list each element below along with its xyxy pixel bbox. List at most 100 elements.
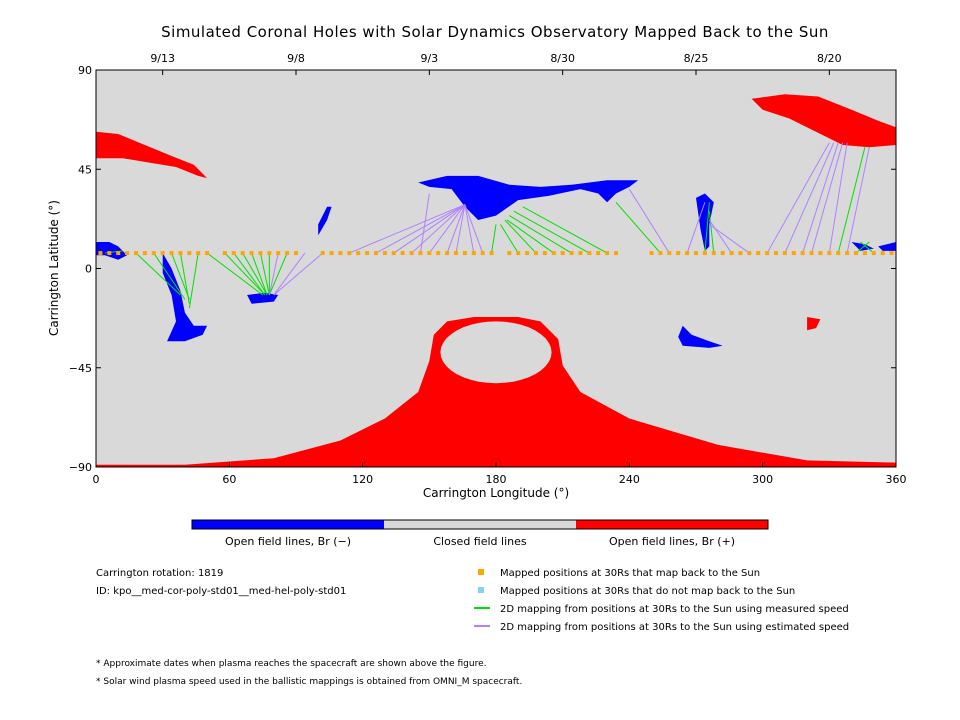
mapped-position — [142, 251, 147, 256]
mapped-position — [747, 251, 752, 256]
mapped-position — [196, 251, 201, 256]
mapped-position — [605, 251, 610, 256]
mapped-position — [729, 251, 734, 256]
carrington-rotation: Carrington rotation: 1819 — [96, 568, 223, 579]
mapping-line-measured — [242, 252, 268, 296]
mapping-line-measured — [171, 252, 190, 300]
top-date-label: 9/3 — [420, 52, 438, 65]
colorbar-positive — [576, 520, 768, 529]
mapped-position — [427, 251, 432, 256]
mapped-position — [854, 251, 858, 256]
mapped-position — [587, 251, 592, 256]
mapped-position — [462, 251, 467, 256]
model-id: ID: kpo__med-cor-poly-std01__med-hel-pol… — [96, 586, 346, 597]
colorbar-negative — [192, 520, 384, 529]
mapping-line-measured — [522, 206, 608, 254]
mapped-position — [738, 251, 743, 256]
mapping-line-measured — [251, 252, 268, 296]
y-tick-label: 90 — [78, 64, 92, 77]
mapped-position — [249, 251, 254, 256]
y-tick-label: 0 — [85, 263, 92, 276]
negative-east-edge-hole — [878, 242, 896, 251]
mapped-position — [222, 251, 227, 256]
mapping-line-measured — [153, 252, 186, 300]
mapped-position — [551, 251, 556, 256]
x-tick-label: 60 — [222, 473, 236, 486]
mapping-line-estimated — [268, 252, 279, 296]
mapping-line-measured — [268, 252, 288, 296]
mapped-position — [534, 251, 538, 256]
colorbar: Open field lines, Br (−) Closed field li… — [191, 519, 769, 548]
y-tick-label: 45 — [78, 163, 92, 176]
mapped-position — [365, 251, 370, 256]
mapped-position — [480, 251, 485, 256]
mapping-line-estimated — [411, 204, 466, 254]
mapped-position — [240, 251, 245, 256]
mapped-position — [134, 251, 138, 256]
mapped-position — [791, 251, 796, 256]
chart-title: Simulated Coronal Holes with Solar Dynam… — [161, 23, 829, 41]
mapped-position — [774, 251, 778, 256]
mapped-position — [800, 251, 805, 256]
mapped-position — [391, 251, 396, 256]
mapped-position — [845, 251, 850, 256]
mapping-line-estimated — [419, 193, 430, 254]
mapped-position — [187, 251, 192, 256]
top-date-label: 8/20 — [817, 52, 842, 65]
mapped-position — [765, 251, 770, 256]
mapped-position — [507, 251, 512, 256]
mapping-lines — [104, 142, 875, 309]
mapping-line-estimated — [273, 252, 306, 296]
mapping-line-measured — [708, 211, 715, 254]
mapped-position — [107, 251, 112, 256]
mapping-line-measured — [860, 241, 875, 254]
mapped-position — [320, 251, 325, 256]
mapped-position — [151, 251, 156, 256]
mapped-position — [445, 251, 450, 256]
legend-mapped-label: Mapped positions at 30Rs that map back t… — [500, 568, 760, 579]
mapped-position — [169, 251, 174, 256]
mapped-position — [382, 251, 387, 256]
mapped-position — [338, 251, 343, 256]
mapping-line-estimated — [349, 204, 466, 254]
mapped-position — [205, 251, 210, 256]
mapping-line-measured — [504, 219, 537, 254]
legend: Mapped positions at 30Rs that map back t… — [474, 568, 849, 633]
mapping-line-estimated — [446, 204, 466, 254]
mapped-position — [285, 251, 290, 256]
legend-measured-label: 2D mapping from positions at 30Rs to the… — [500, 604, 849, 615]
footnote-speed: * Solar wind plasma speed used in the ba… — [96, 677, 522, 687]
mapping-line-estimated — [802, 142, 839, 254]
mapped-position — [862, 251, 867, 256]
colorbar-positive-label: Open field lines, Br (+) — [609, 535, 735, 548]
legend-unmapped-label: Mapped positions at 30Rs that do not map… — [500, 586, 795, 597]
mapped-position — [596, 251, 601, 256]
axes: 0 60 120 180 240 300 360 90 45 0 −45 −90 9/13 9/8 9/3 8… — [69, 52, 907, 486]
mapped-position — [809, 251, 814, 256]
mapped-position — [454, 251, 458, 256]
mapped-position — [871, 251, 876, 256]
x-tick-label: 180 — [486, 473, 507, 486]
mapping-line-estimated — [375, 204, 466, 254]
mapping-line-estimated — [766, 142, 830, 254]
mapped-position — [374, 251, 378, 256]
mapped-position — [711, 251, 716, 256]
y-tick-label: −90 — [69, 461, 92, 474]
mapping-line-estimated — [455, 204, 466, 254]
x-axis-label: Carrington Longitude (°) — [423, 486, 569, 500]
mapping-line-estimated — [828, 142, 848, 254]
mapped-position — [889, 251, 894, 256]
mapped-position — [578, 251, 583, 256]
negative-central-hole — [418, 175, 639, 220]
mapped-position — [125, 251, 130, 256]
mapped-position — [658, 251, 663, 256]
legend-unmapped-marker — [478, 587, 484, 593]
mapping-line-estimated — [628, 188, 670, 254]
mapping-line-measured — [224, 252, 266, 296]
top-date-label: 8/30 — [550, 52, 575, 65]
mapped-position — [782, 251, 787, 256]
mapped-position — [649, 251, 654, 256]
mapping-line-estimated — [273, 252, 323, 296]
mapped-position — [560, 251, 565, 256]
mapped-position — [685, 251, 690, 256]
